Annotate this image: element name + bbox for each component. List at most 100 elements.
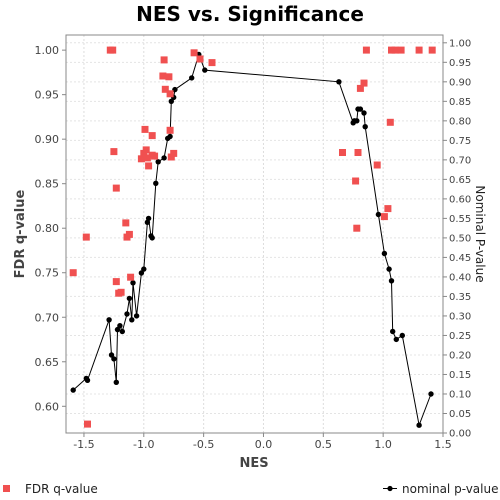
y-left-tick-label: 0.85	[35, 178, 60, 191]
pvalue-point	[202, 67, 208, 73]
legend: FDR q-value nominal p-value	[3, 482, 498, 496]
fdr-point	[384, 205, 392, 213]
fdr-point	[84, 420, 91, 428]
fdr-point	[145, 162, 153, 170]
nominal-pvalue-series	[70, 51, 434, 428]
y-left-tick-label: 0.95	[35, 89, 60, 102]
x-axis-title: NES	[239, 456, 268, 471]
x-tick-label: 1.5	[434, 438, 452, 451]
y-right-tick-label: 0.80	[449, 116, 471, 127]
y-left-tick-label: 0.65	[35, 356, 60, 369]
fdr-point	[196, 55, 204, 63]
y-left-tick-label: 0.60	[35, 400, 60, 413]
pvalue-point	[124, 311, 130, 317]
pvalue-point	[390, 328, 396, 335]
fdr-point	[170, 149, 178, 157]
pvalue-point	[129, 317, 135, 323]
chart-title: NES vs. Significance	[136, 2, 364, 26]
fdr-point	[142, 146, 150, 154]
fdr-point	[125, 230, 133, 238]
pvalue-point	[168, 98, 174, 105]
y-right-tick-label: 0.05	[449, 409, 471, 420]
legend-pvalue-label: nominal p-value	[402, 482, 498, 496]
x-tick-label: -1.5	[73, 438, 94, 451]
y-right-tick-label: 0.20	[449, 350, 471, 361]
y-axis-left-title: FDR q-value	[13, 189, 28, 278]
fdr-point	[386, 118, 394, 126]
legend-fdr-label: FDR q-value	[25, 482, 98, 496]
fdr-qvalue-series	[69, 46, 436, 428]
pvalue-point	[416, 422, 422, 428]
y-right-tick-label: 0.40	[449, 272, 471, 283]
fdr-point	[109, 46, 117, 54]
fdr-point	[208, 59, 216, 67]
pvalue-point	[388, 278, 395, 284]
pvalue-point	[108, 352, 115, 358]
y-right-tick-label: 0.95	[449, 58, 471, 69]
y-right-tick-label: 0.10	[449, 389, 471, 400]
pvalue-point	[393, 336, 399, 343]
fdr-point	[117, 288, 125, 296]
pvalue-point	[336, 79, 342, 85]
grid	[66, 35, 444, 434]
pvalue-point	[70, 387, 76, 393]
pvalue-point	[399, 332, 405, 339]
fdr-point	[69, 269, 77, 277]
pvalue-point	[362, 124, 368, 130]
fdr-point	[380, 213, 388, 221]
y-left-tick-label: 1.00	[35, 44, 60, 57]
pvalue-point	[357, 106, 364, 112]
x-tick-label: -0.5	[193, 438, 214, 451]
x-tick-label: -1.0	[133, 438, 154, 451]
pvalue-point	[149, 235, 155, 241]
y-right-tick-label: 0.75	[449, 136, 471, 147]
fdr-point	[166, 90, 174, 98]
y-left-tick-label: 0.90	[35, 133, 60, 146]
y-axis-left: 0.60 0.65 0.70 0.75 0.80 0.85 0.90 0.95 1.00	[35, 44, 66, 413]
x-axis: -1.5 -1.0 -0.5 0.0 0.5 1.0 1.5	[73, 433, 452, 451]
fdr-point	[362, 46, 370, 54]
fdr-point	[167, 153, 175, 161]
fdr-point	[388, 46, 395, 54]
fdr-point	[165, 73, 173, 81]
fdr-point	[141, 125, 149, 133]
pvalue-point	[354, 118, 360, 124]
fdr-point	[391, 46, 399, 54]
pvalue-point	[428, 391, 434, 397]
y-right-tick-label: 0.15	[449, 370, 471, 381]
x-tick-label: 0.0	[255, 438, 273, 451]
pvalue-point	[375, 211, 382, 218]
plot-area-frame	[65, 34, 444, 434]
pvalue-point	[189, 75, 195, 81]
fdr-point	[112, 184, 120, 192]
fdr-point	[143, 154, 151, 162]
y-right-tick-label: 0.50	[449, 233, 471, 244]
pvalue-point	[167, 133, 173, 140]
legend-pvalue-dot-swatch	[387, 485, 393, 492]
fdr-point	[352, 177, 360, 185]
pvalue-point	[114, 326, 121, 333]
pvalue-point	[381, 250, 388, 257]
y-right-tick-label: 0.45	[449, 253, 471, 264]
pvalue-point	[133, 313, 140, 319]
pvalue-point	[84, 377, 91, 383]
y-axis-right: 0.00 0.05 0.10 0.15 0.20 0.25 0.30 0.35 0.40 0.45…	[443, 38, 471, 440]
pvalue-point	[145, 215, 152, 222]
fdr-point	[166, 126, 174, 134]
fdr-point	[137, 155, 145, 163]
pvalue-point	[119, 328, 126, 335]
y-right-tick-label: 0.60	[449, 194, 471, 205]
fdr-point	[160, 56, 168, 64]
y-left-tick-label: 0.80	[35, 222, 60, 235]
fdr-point	[190, 49, 198, 57]
y-right-tick-label: 0.00	[449, 429, 471, 440]
y-right-tick-label: 1.00	[449, 38, 471, 49]
y-right-tick-label: 0.70	[449, 155, 471, 166]
fdr-point	[151, 152, 159, 160]
fdr-point	[148, 132, 156, 140]
fdr-point	[112, 278, 120, 286]
y-right-tick-label: 0.35	[449, 292, 471, 303]
pvalue-point	[161, 155, 167, 161]
y-right-tick-label: 0.55	[449, 214, 471, 225]
